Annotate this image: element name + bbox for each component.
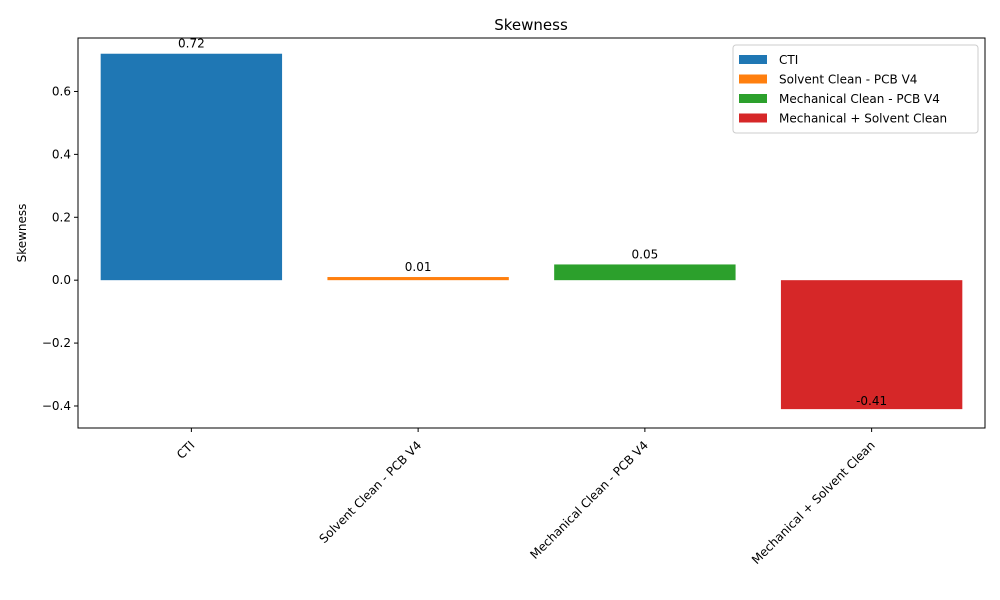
legend-swatch-3 (739, 113, 767, 123)
chart-title: Skewness (494, 16, 568, 34)
bar-1 (327, 277, 509, 281)
legend-entry-3: Mechanical + Solvent Clean (779, 112, 947, 126)
bar-0 (100, 53, 283, 281)
y-tick-label: −0.2 (42, 336, 71, 350)
legend-entry-1: Solvent Clean - PCB V4 (779, 73, 917, 87)
legend-swatch-0 (739, 55, 767, 64)
bar-value-label-3: -0.41 (856, 394, 887, 408)
bar-value-label-0: 0.72 (178, 37, 205, 51)
bar-3 (780, 280, 963, 410)
x-tick-label: CTI (174, 438, 198, 462)
y-axis: −0.4 −0.2 0.0 0.2 0.4 0.6 (42, 84, 78, 413)
legend: CTI Solvent Clean - PCB V4 Mechanical Clea… (732, 44, 979, 134)
data-labels-group: 0.72 0.01 0.05 -0.41 (178, 37, 887, 408)
legend-entry-2: Mechanical Clean - PCB V4 (779, 92, 940, 106)
y-tick-label: 0.0 (52, 273, 71, 287)
legend-entry-0: CTI (779, 53, 798, 67)
legend-swatch-1 (739, 74, 767, 84)
y-axis-label: Skewness (15, 204, 29, 263)
y-tick-label: −0.4 (42, 399, 71, 413)
plot-frame (77, 37, 986, 429)
legend-box (732, 44, 979, 134)
x-tick-label: Solvent Clean - PCB V4 (316, 438, 424, 546)
x-tick-label: Mechanical Clean - PCB V4 (527, 438, 651, 562)
bars-group (100, 53, 963, 410)
y-tick-label: 0.6 (52, 84, 71, 98)
y-tick-label: 0.2 (52, 210, 71, 224)
bar-value-label-2: 0.05 (632, 247, 659, 261)
bar-2 (554, 264, 736, 281)
y-tick-label: 0.4 (52, 147, 71, 161)
x-tick-label: Mechanical + Solvent Clean (749, 438, 878, 567)
x-axis: CTI Solvent Clean - PCB V4 Mechanical Clea… (174, 428, 878, 567)
legend-swatch-2 (739, 94, 767, 103)
bar-value-label-1: 0.01 (405, 260, 432, 274)
